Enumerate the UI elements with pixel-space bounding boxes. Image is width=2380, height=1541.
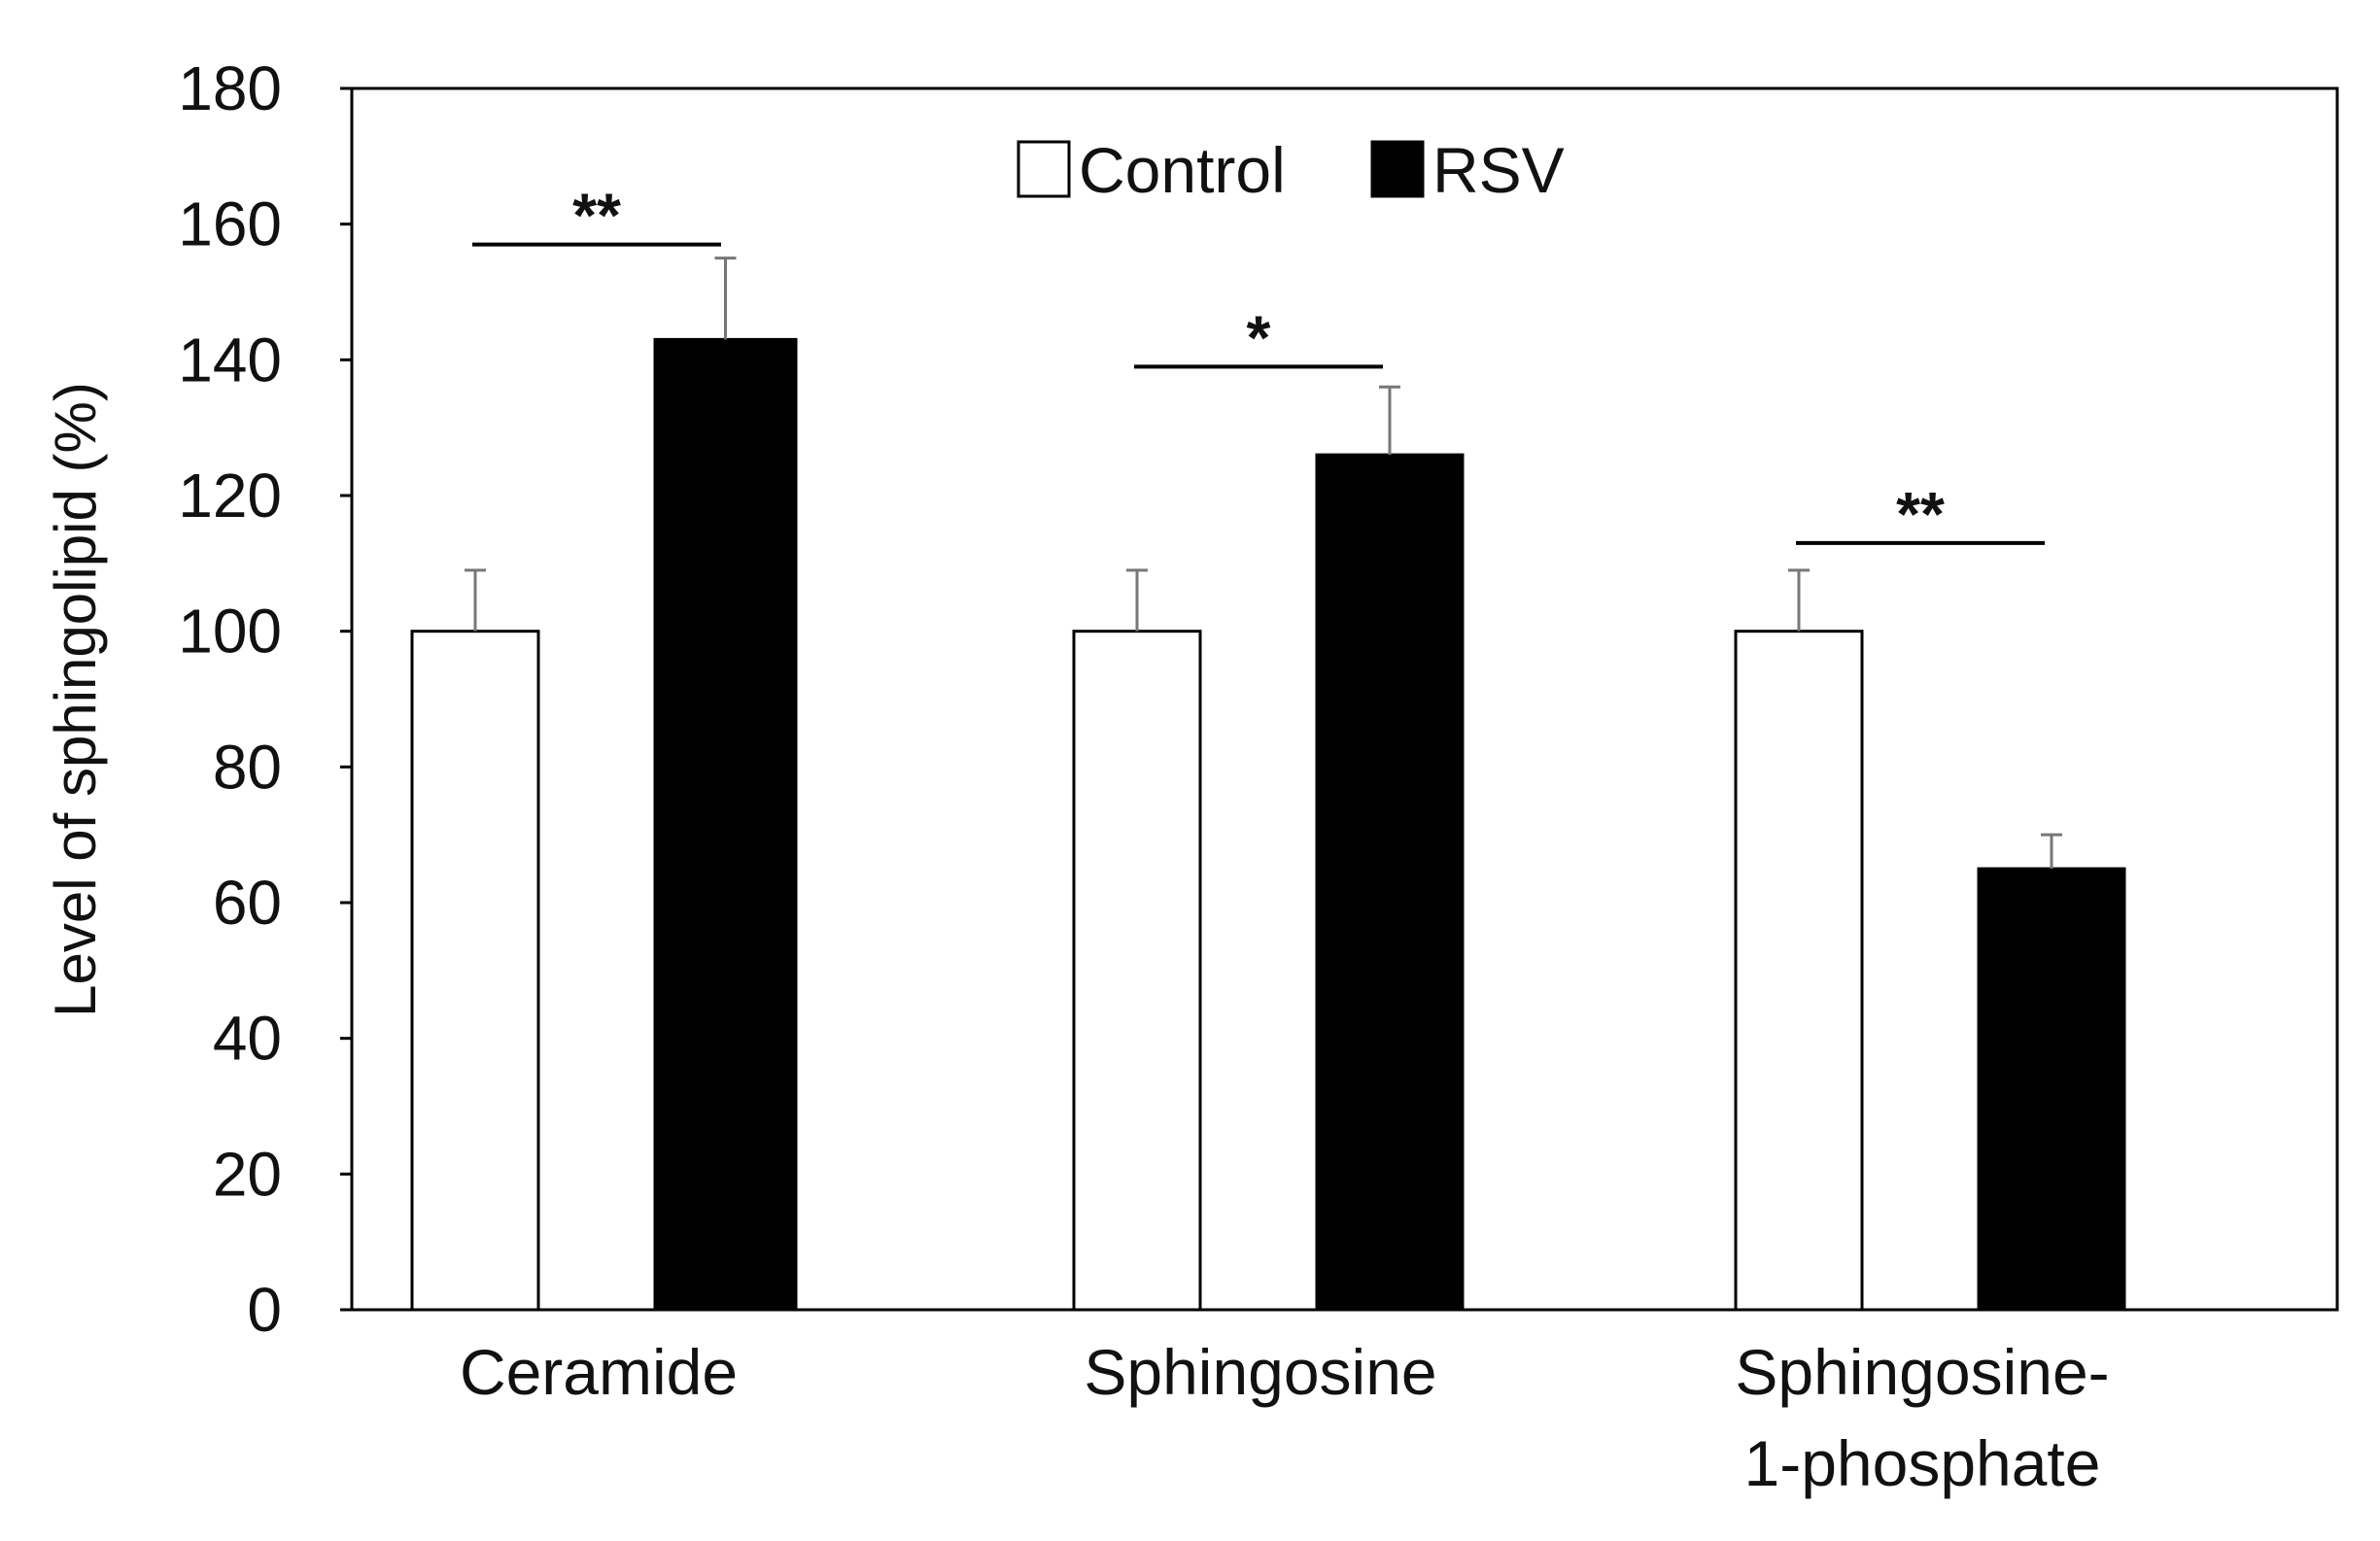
y-tick-label: 180: [178, 53, 282, 123]
error-bars-layer: [465, 257, 2062, 870]
legend: Control RSV: [1017, 134, 1565, 206]
y-tick-label: 120: [178, 461, 282, 531]
y-tick-label: 80: [213, 732, 282, 802]
y-tick-label: 100: [178, 597, 282, 667]
bar-control-2: [1734, 630, 1864, 1312]
y-tick-label: 20: [213, 1139, 282, 1209]
legend-label-control: Control: [1079, 134, 1286, 206]
legend-swatch-rsv: [1370, 140, 1425, 198]
bar-rsv-2: [1977, 867, 2126, 1312]
y-tick-label: 40: [213, 1004, 282, 1074]
y-tick-label: 160: [178, 189, 282, 259]
axes-layer: 0 20 40 60 80 100 120 140 160 180 Level of sphingo…: [43, 53, 2110, 1499]
x-tick-label-2: Sphingosine-: [1735, 1336, 2109, 1408]
y-axis-title: Level of sphingolipid (%): [43, 382, 108, 1017]
significance-marker-2: **: [1896, 479, 1945, 549]
bar-control-0: [410, 630, 540, 1312]
legend-label-rsv: RSV: [1432, 134, 1565, 206]
bar-rsv-0: [653, 337, 798, 1312]
significance-layer: *****: [472, 181, 2045, 549]
y-tick-label: 60: [213, 868, 282, 938]
bars-layer: [410, 337, 2126, 1312]
x-tick-label-0: Ceramide: [460, 1336, 738, 1408]
y-tick-label: 0: [247, 1275, 282, 1345]
x-tick-label-1: Sphingosine: [1084, 1336, 1436, 1408]
significance-marker-0: **: [572, 181, 621, 251]
bar-control-1: [1072, 630, 1202, 1312]
legend-swatch-control: [1017, 140, 1071, 198]
x-tick-label-2: 1-phosphate: [1744, 1427, 2101, 1499]
bar-rsv-1: [1315, 453, 1465, 1312]
significance-marker-1: *: [1247, 302, 1271, 372]
y-tick-label: 140: [178, 325, 282, 394]
